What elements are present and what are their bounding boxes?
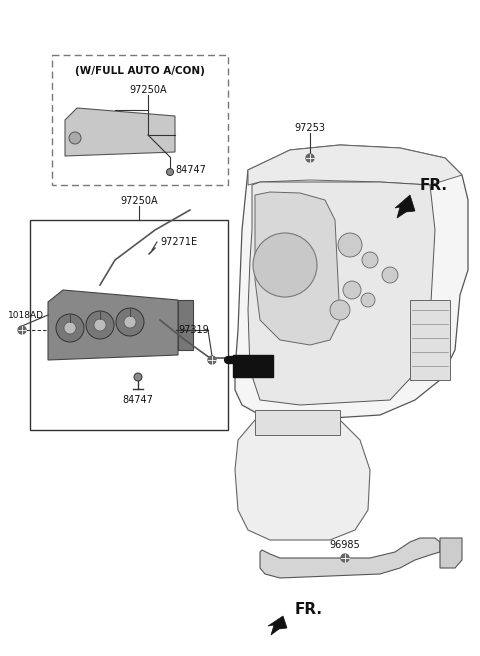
Bar	[255, 410, 340, 435]
Polygon shape	[235, 145, 468, 420]
Text: 97250A: 97250A	[129, 85, 167, 95]
Circle shape	[382, 267, 398, 283]
Circle shape	[86, 311, 114, 339]
Bar	[410, 300, 450, 380]
Circle shape	[330, 300, 350, 320]
Polygon shape	[440, 538, 462, 568]
Polygon shape	[65, 108, 175, 156]
Polygon shape	[260, 538, 440, 578]
Circle shape	[134, 373, 142, 381]
Circle shape	[253, 233, 317, 297]
Circle shape	[362, 252, 378, 268]
Text: 97271E: 97271E	[160, 237, 197, 247]
Polygon shape	[48, 290, 178, 360]
Text: 84747: 84747	[122, 395, 154, 405]
Circle shape	[361, 293, 375, 307]
Polygon shape	[235, 420, 370, 540]
Text: FR.: FR.	[295, 602, 323, 617]
Circle shape	[124, 316, 136, 328]
Circle shape	[167, 169, 173, 176]
Circle shape	[18, 326, 26, 334]
Text: (W/FULL AUTO A/CON): (W/FULL AUTO A/CON)	[75, 66, 205, 76]
Circle shape	[94, 319, 106, 331]
Bar	[178, 300, 193, 350]
Circle shape	[341, 554, 349, 562]
Polygon shape	[248, 145, 462, 185]
Text: 97250A: 97250A	[120, 196, 158, 206]
Polygon shape	[248, 182, 435, 405]
Circle shape	[116, 308, 144, 336]
Polygon shape	[255, 192, 340, 345]
Bar	[30, 220, 228, 430]
Text: FR.: FR.	[420, 178, 448, 192]
Bar	[52, 55, 228, 185]
Polygon shape	[395, 195, 415, 218]
Circle shape	[343, 281, 361, 299]
Text: 97319: 97319	[178, 325, 209, 335]
Text: 1018AD: 1018AD	[8, 310, 44, 319]
Circle shape	[56, 314, 84, 342]
Bar	[233, 355, 273, 377]
Circle shape	[306, 154, 314, 162]
Circle shape	[64, 322, 76, 334]
Circle shape	[69, 132, 81, 144]
Text: 96985: 96985	[330, 540, 360, 550]
Circle shape	[338, 233, 362, 257]
Circle shape	[208, 356, 216, 364]
Text: 84747: 84747	[175, 165, 206, 175]
Text: 97253: 97253	[295, 123, 325, 133]
Polygon shape	[268, 616, 287, 635]
